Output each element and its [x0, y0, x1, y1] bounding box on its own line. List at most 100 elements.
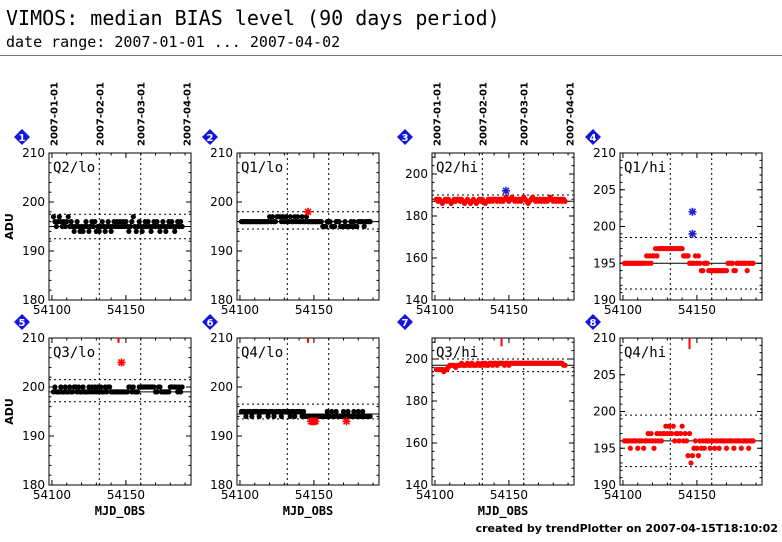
data-point — [278, 413, 284, 419]
data-point — [90, 223, 96, 230]
y-tick-label: 200 — [22, 195, 45, 209]
data-point — [160, 219, 166, 225]
data-point — [123, 219, 129, 225]
data-point — [74, 219, 80, 225]
y-tick-label: 140 — [405, 478, 428, 492]
y-tick-label: 190 — [22, 429, 45, 443]
data-point — [269, 214, 276, 220]
data-point — [75, 384, 82, 390]
data-point — [83, 219, 89, 225]
data-point — [145, 219, 151, 225]
chart-panel-3: 140 160 180 200 54100 54150 2007-01-01 2007-02-… — [397, 82, 577, 317]
y-tick-label: 200 — [593, 220, 616, 234]
x-tick-label: 54150 — [678, 488, 716, 502]
data-point — [738, 445, 744, 451]
date-tick-label: 2007-01-01 — [49, 82, 60, 146]
star-marker — [688, 229, 697, 238]
y-tick-label: 190 — [593, 293, 616, 307]
panel-title: Q1/lo — [241, 160, 283, 176]
data-point — [300, 408, 307, 415]
panel-title: Q1/hi — [624, 160, 666, 176]
data-point — [723, 445, 730, 451]
data-point — [651, 445, 657, 451]
data-point — [249, 413, 255, 419]
data-point — [694, 445, 700, 451]
data-point — [354, 223, 360, 230]
data-point — [299, 214, 305, 220]
data-point — [108, 228, 114, 234]
panel-number-diamond — [202, 314, 218, 330]
star-marker — [117, 358, 126, 367]
x-tick-label: 54100 — [604, 303, 642, 317]
y-tick-label: 200 — [593, 405, 616, 419]
panel-number: 3 — [402, 133, 409, 144]
data-point — [707, 445, 713, 451]
data-point — [342, 219, 348, 225]
data-point — [627, 445, 633, 451]
data-point — [704, 260, 710, 266]
y-axis-label: ADU — [3, 398, 16, 425]
data-point — [80, 228, 86, 234]
x-tick-label: 54150 — [107, 303, 145, 317]
data-point — [105, 219, 111, 225]
data-point — [340, 408, 347, 415]
plot-frame — [48, 337, 192, 486]
panel-title: Q3/lo — [53, 345, 95, 361]
data-point — [169, 219, 175, 225]
panel-number-diamond — [585, 314, 601, 330]
page-subtitle: date range: 2007-01-01 ... 2007-04-02 — [6, 33, 341, 51]
y-tick-label: 160 — [405, 251, 428, 265]
title-divider — [0, 55, 782, 56]
data-point — [695, 453, 701, 459]
data-point — [701, 445, 707, 451]
data-point — [67, 384, 73, 390]
data-point — [163, 228, 169, 234]
y-tick-label: 180 — [405, 209, 428, 223]
y-tick-label: 200 — [210, 195, 233, 209]
x-tick-label: 54150 — [490, 488, 528, 502]
panel-number-diamond — [14, 314, 30, 330]
y-tick-label: 205 — [593, 183, 616, 197]
data-point — [676, 438, 682, 444]
y-tick-label: 190 — [593, 478, 616, 492]
data-point — [107, 384, 113, 390]
data-point — [56, 214, 62, 220]
data-point — [672, 438, 678, 444]
data-point — [679, 245, 685, 252]
x-tick-label: 54100 — [33, 488, 71, 502]
data-point — [71, 228, 77, 234]
y-tick-label: 140 — [405, 293, 428, 307]
data-point — [318, 219, 324, 225]
date-tick-label: 2007-02-01 — [95, 82, 106, 146]
data-point — [367, 219, 373, 225]
data-point — [129, 219, 135, 225]
data-point — [98, 384, 104, 390]
data-point — [126, 228, 132, 234]
x-tick-label: 54150 — [490, 303, 528, 317]
panel-number: 4 — [590, 133, 597, 144]
data-point — [151, 384, 157, 390]
data-point — [62, 384, 68, 390]
data-point — [292, 413, 298, 419]
x-tick-label: 54100 — [33, 303, 71, 317]
data-point — [65, 214, 71, 220]
data-point — [99, 219, 105, 225]
star-stroke — [311, 417, 319, 425]
chart-panel-5: 180 190 200 210 54100 54150 Q3/lo 5 ADU MJD_OBS — [3, 314, 192, 519]
date-tick-label: 2007-03-01 — [520, 82, 531, 146]
x-axis-label: MJD_OBS — [283, 504, 334, 519]
panel-number-diamond — [14, 129, 30, 145]
data-point — [641, 445, 647, 451]
y-tick-label: 190 — [210, 429, 233, 443]
data-point — [744, 268, 750, 274]
panel-number: 7 — [402, 318, 409, 329]
data-point — [361, 223, 367, 230]
x-tick-label: 54150 — [295, 488, 333, 502]
x-tick-label: 54100 — [221, 488, 259, 502]
data-point — [324, 408, 330, 415]
data-point — [178, 219, 184, 225]
x-tick-label: 54100 — [416, 303, 454, 317]
y-tick-label: 205 — [593, 368, 616, 382]
chart-panel-1: 180 190 200 210 54100 54150 2007-01-01 2007-02-… — [3, 82, 194, 317]
data-point — [283, 214, 289, 220]
